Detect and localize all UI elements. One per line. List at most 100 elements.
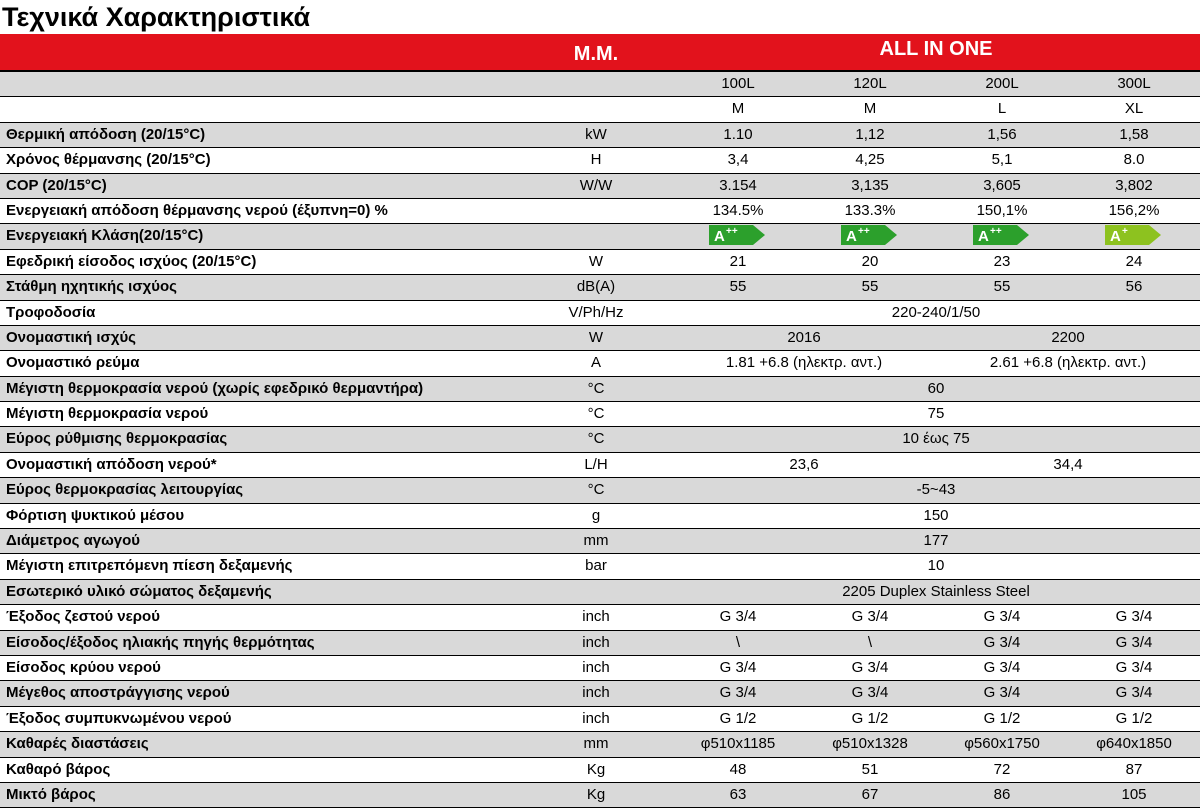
model-name: 120L xyxy=(853,75,887,92)
spec-label: Εφεδρική είσοδος ισχύος (20/15°C) xyxy=(6,252,257,270)
model-name: 100L xyxy=(721,75,755,92)
spec-row: Εσωτερικό υλικό σώματος δεξαμενής 2205 Du… xyxy=(0,579,1200,606)
spec-value: 2016 xyxy=(787,328,821,346)
spec-value: 1,12 xyxy=(855,125,885,143)
header-blank-cell xyxy=(0,34,520,70)
spec-value: \ xyxy=(867,633,873,651)
spec-value: 4,25 xyxy=(855,151,885,169)
energy-class-superscript: + xyxy=(1122,226,1128,237)
spec-unit: W xyxy=(588,328,604,346)
spec-value: 10 xyxy=(927,557,945,575)
size-row-unit xyxy=(520,97,672,121)
spec-value: 63 xyxy=(729,785,747,803)
spec-value: 23,6 xyxy=(789,455,819,473)
spec-row: Έξοδος ζεστού νερού inch G 3/4 G 3/4 G 3/4 G … xyxy=(0,605,1200,631)
spec-row: Έξοδος συμπυκνωμένου νερού inch G 1/2 G 1/2… xyxy=(0,707,1200,733)
spec-row: Καθαρό βάρος Kg 48 51 72 87 xyxy=(0,758,1200,783)
spec-row: Χρόνος θέρμανσης (20/15°C) H 3,4 4,25 5,1 8.0 xyxy=(0,148,1200,174)
spec-unit: inch xyxy=(582,684,610,702)
spec-unit: inch xyxy=(582,709,610,727)
unit-column-header: Μ.Μ. xyxy=(573,43,619,65)
spec-value: 3,802 xyxy=(1115,176,1153,194)
spec-row: Ενεργειακή Κλάση(20/15°C) A ++ A ++ A ++ A + xyxy=(0,224,1200,250)
spec-label: Χρόνος θέρμανσης (20/15°C) xyxy=(6,151,211,169)
spec-value: G 3/4 xyxy=(1115,684,1153,702)
spec-value: φ510x1185 xyxy=(700,735,776,753)
spec-value: G 3/4 xyxy=(719,608,757,626)
spec-value: 150 xyxy=(923,506,949,524)
spec-label: Μέγιστη θερμοκρασία νερού xyxy=(6,405,209,423)
spec-value: \ xyxy=(735,633,741,651)
spec-row: Ονομαστική ισχύς W 2016 2200 xyxy=(0,325,1200,352)
spec-label: Εύρος θερμοκρασίας λειτουργίας xyxy=(6,481,244,499)
energy-class-badge: A ++ xyxy=(973,225,1029,246)
spec-value: φ560x1750 xyxy=(964,735,1040,753)
spec-unit: g xyxy=(591,506,601,524)
spec-label: Καθαρές διαστάσεις xyxy=(6,735,149,753)
spec-unit: W xyxy=(588,252,604,270)
spec-value: 55 xyxy=(729,278,747,296)
model-size: L xyxy=(997,100,1007,118)
spec-value: 2.61 +6.8 (ηλεκτρ. αντ.) xyxy=(989,354,1147,372)
spec-value: G 3/4 xyxy=(1115,633,1153,651)
spec-row: Μέγεθος αποστράγγισης νερού inch G 3/4 G 3/… xyxy=(0,681,1200,707)
spec-label: Μέγιστη επιτρεπόμενη πίεση δεξαμενής xyxy=(6,557,293,575)
energy-class-cell: A ++ xyxy=(672,224,804,248)
spec-value: G 3/4 xyxy=(983,684,1021,702)
spec-value: 156,2% xyxy=(1108,201,1160,219)
energy-class-badge: A + xyxy=(1105,225,1161,246)
spec-unit: inch xyxy=(582,633,610,651)
spec-value: 24 xyxy=(1125,252,1143,270)
spec-row: COP (20/15°C) W/W 3.154 3,135 3,605 3,802 xyxy=(0,173,1200,199)
spec-row: Καθαρές διαστάσεις mm φ510x1185 φ510x1328 φ5… xyxy=(0,732,1200,758)
spec-label: Είσοδος/έξοδος ηλιακής πηγής θερμότητας xyxy=(6,633,315,651)
spec-value: 10 έως 75 xyxy=(902,430,970,448)
spec-value: G 1/2 xyxy=(1115,709,1153,727)
energy-class-arrow xyxy=(709,225,765,246)
energy-class-letter: A xyxy=(846,228,857,245)
spec-value: 55 xyxy=(861,278,879,296)
spec-label: Ενεργειακή Κλάση(20/15°C) xyxy=(6,227,204,245)
spec-value: G 3/4 xyxy=(983,633,1021,651)
spec-value: G 1/2 xyxy=(851,709,889,727)
spec-label: Έξοδος συμπυκνωμένου νερού xyxy=(6,709,232,727)
spec-label: Ονομαστικό ρεύμα xyxy=(6,354,140,372)
spec-unit: °C xyxy=(587,430,605,448)
energy-class-superscript: ++ xyxy=(990,226,1002,237)
spec-value: 60 xyxy=(927,379,945,397)
spec-value: 2205 Duplex Stainless Steel xyxy=(842,582,1030,600)
spec-value: G 3/4 xyxy=(851,608,889,626)
spec-value: 51 xyxy=(861,760,879,778)
energy-class-cell: A ++ xyxy=(936,224,1068,248)
spec-label: Φόρτιση ψυκτικού μέσου xyxy=(6,506,185,524)
spec-label: Στάθμη ηχητικής ισχύος xyxy=(6,278,177,296)
spec-value: 87 xyxy=(1125,760,1143,778)
spec-label: Τροφοδοσία xyxy=(6,303,96,321)
spec-value: 1,56 xyxy=(987,125,1017,143)
energy-class-cell: A + xyxy=(1068,224,1200,248)
page-title: Τεχνικά Χαρακτηριστικά xyxy=(2,2,311,32)
spec-value: 220-240/1/50 xyxy=(891,303,981,321)
model-size: M xyxy=(863,100,877,118)
spec-value: 23 xyxy=(993,252,1011,270)
model-row-unit xyxy=(520,72,672,96)
spec-unit: A xyxy=(590,354,601,372)
spec-value: 1.10 xyxy=(723,125,753,143)
spec-unit: °C xyxy=(587,481,605,499)
spec-label: Διάμετρος αγωγού xyxy=(6,532,141,550)
energy-class-letter: A xyxy=(978,228,989,245)
spec-row: Θερμική απόδοση (20/15°C) kW 1.10 1,12 1,56 1… xyxy=(0,122,1200,149)
spec-row: Είσοδος κρύου νερού inch G 3/4 G 3/4 G 3/4 G … xyxy=(0,656,1200,682)
spec-value: 3,605 xyxy=(983,176,1021,194)
spec-value: 20 xyxy=(861,252,879,270)
spec-row: Φόρτιση ψυκτικού μέσου g 150 xyxy=(0,504,1200,530)
model-name: 200L xyxy=(985,75,1019,92)
spec-value: 56 xyxy=(1125,278,1143,296)
model-size: XL xyxy=(1124,100,1144,118)
spec-value: 55 xyxy=(993,278,1011,296)
spec-unit: Kg xyxy=(586,785,606,803)
spec-unit: bar xyxy=(585,557,607,575)
spec-label: COP (20/15°C) xyxy=(6,176,107,194)
spec-unit xyxy=(520,199,672,223)
spec-row: Ονομαστικό ρεύμα A 1.81 +6.8 (ηλεκτρ. αντ.… xyxy=(0,351,1200,377)
